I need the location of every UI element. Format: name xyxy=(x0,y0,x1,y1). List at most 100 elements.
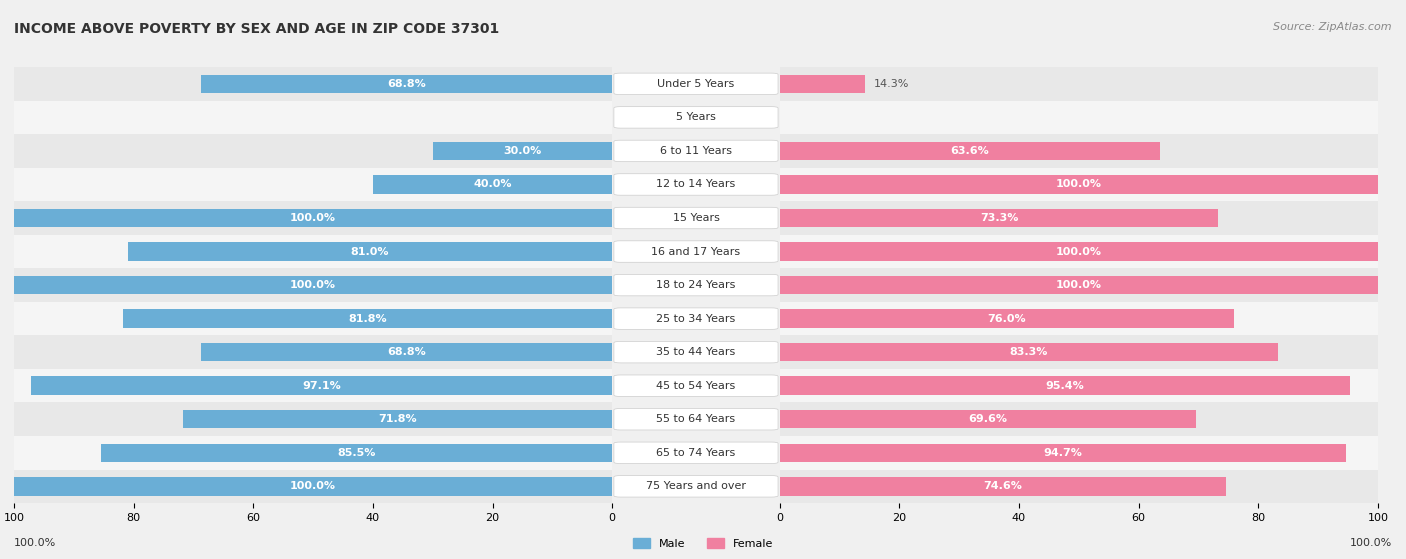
Bar xyxy=(780,142,1160,160)
Bar xyxy=(433,142,612,160)
Text: 35 to 44 Years: 35 to 44 Years xyxy=(657,347,735,357)
Text: 81.8%: 81.8% xyxy=(349,314,387,324)
Text: INCOME ABOVE POVERTY BY SEX AND AGE IN ZIP CODE 37301: INCOME ABOVE POVERTY BY SEX AND AGE IN Z… xyxy=(14,22,499,36)
FancyBboxPatch shape xyxy=(614,73,778,94)
Text: 68.8%: 68.8% xyxy=(387,347,426,357)
Bar xyxy=(780,302,1378,335)
Text: 68.8%: 68.8% xyxy=(387,79,426,89)
Bar xyxy=(780,343,1278,362)
Bar xyxy=(780,175,1378,193)
Bar xyxy=(101,444,612,462)
FancyBboxPatch shape xyxy=(614,140,778,162)
Bar xyxy=(14,402,612,436)
Bar xyxy=(31,377,612,395)
FancyBboxPatch shape xyxy=(614,442,778,463)
Text: 100.0%: 100.0% xyxy=(290,213,336,223)
Bar xyxy=(780,209,1218,227)
Bar xyxy=(780,310,1234,328)
Text: 14.3%: 14.3% xyxy=(875,79,910,89)
Text: 45 to 54 Years: 45 to 54 Years xyxy=(657,381,735,391)
Bar xyxy=(780,243,1378,260)
Bar xyxy=(14,436,612,470)
FancyBboxPatch shape xyxy=(614,342,778,363)
Text: Under 5 Years: Under 5 Years xyxy=(658,79,734,89)
Text: 71.8%: 71.8% xyxy=(378,414,416,424)
FancyBboxPatch shape xyxy=(614,107,778,128)
Bar xyxy=(122,310,612,328)
Text: 5 Years: 5 Years xyxy=(676,112,716,122)
Bar xyxy=(780,101,1378,134)
Text: 94.7%: 94.7% xyxy=(1043,448,1083,458)
Bar xyxy=(14,369,612,402)
Bar xyxy=(14,276,612,294)
FancyBboxPatch shape xyxy=(614,308,778,329)
Bar xyxy=(780,402,1378,436)
Bar xyxy=(201,343,612,362)
Bar xyxy=(780,470,1378,503)
Text: 95.4%: 95.4% xyxy=(1046,381,1084,391)
Text: 69.6%: 69.6% xyxy=(969,414,1007,424)
FancyBboxPatch shape xyxy=(614,241,778,262)
Bar xyxy=(780,436,1378,470)
Bar xyxy=(128,243,612,260)
Text: 75 Years and over: 75 Years and over xyxy=(645,481,747,491)
Bar xyxy=(373,175,612,193)
Bar xyxy=(14,268,612,302)
Bar xyxy=(183,410,612,429)
Bar xyxy=(14,168,612,201)
Text: Source: ZipAtlas.com: Source: ZipAtlas.com xyxy=(1274,22,1392,32)
Bar xyxy=(780,369,1378,402)
FancyBboxPatch shape xyxy=(614,409,778,430)
Bar xyxy=(780,377,1350,395)
Text: 63.6%: 63.6% xyxy=(950,146,990,156)
Text: 73.3%: 73.3% xyxy=(980,213,1018,223)
Text: 12 to 14 Years: 12 to 14 Years xyxy=(657,179,735,190)
Text: 100.0%: 100.0% xyxy=(1056,280,1102,290)
FancyBboxPatch shape xyxy=(614,174,778,195)
Bar xyxy=(14,302,612,335)
FancyBboxPatch shape xyxy=(614,207,778,229)
Text: 76.0%: 76.0% xyxy=(987,314,1026,324)
Text: 6 to 11 Years: 6 to 11 Years xyxy=(659,146,733,156)
Text: 15 Years: 15 Years xyxy=(672,213,720,223)
Bar xyxy=(780,201,1378,235)
Text: 74.6%: 74.6% xyxy=(983,481,1022,491)
Bar xyxy=(780,268,1378,302)
Bar xyxy=(780,67,1378,101)
Text: 81.0%: 81.0% xyxy=(350,247,389,257)
Bar xyxy=(14,235,612,268)
Bar xyxy=(780,410,1197,429)
Bar xyxy=(780,168,1378,201)
Text: 40.0%: 40.0% xyxy=(474,179,512,190)
Bar xyxy=(14,101,612,134)
Text: 100.0%: 100.0% xyxy=(290,481,336,491)
Bar xyxy=(14,335,612,369)
Text: 83.3%: 83.3% xyxy=(1010,347,1047,357)
Bar xyxy=(14,209,612,227)
Bar xyxy=(14,477,612,496)
Bar xyxy=(780,134,1378,168)
Text: 100.0%: 100.0% xyxy=(1056,179,1102,190)
Bar xyxy=(201,74,612,93)
Text: 65 to 74 Years: 65 to 74 Years xyxy=(657,448,735,458)
Text: 18 to 24 Years: 18 to 24 Years xyxy=(657,280,735,290)
Bar xyxy=(780,235,1378,268)
Bar xyxy=(14,201,612,235)
Bar xyxy=(780,477,1226,496)
Text: 100.0%: 100.0% xyxy=(290,280,336,290)
Bar xyxy=(780,335,1378,369)
Text: 55 to 64 Years: 55 to 64 Years xyxy=(657,414,735,424)
Text: 16 and 17 Years: 16 and 17 Years xyxy=(651,247,741,257)
Text: 100.0%: 100.0% xyxy=(1056,247,1102,257)
FancyBboxPatch shape xyxy=(614,375,778,396)
Bar xyxy=(14,470,612,503)
FancyBboxPatch shape xyxy=(614,476,778,497)
Bar xyxy=(780,74,865,93)
FancyBboxPatch shape xyxy=(614,274,778,296)
Text: 100.0%: 100.0% xyxy=(1350,538,1392,548)
Legend: Male, Female: Male, Female xyxy=(628,534,778,553)
Text: 25 to 34 Years: 25 to 34 Years xyxy=(657,314,735,324)
Bar xyxy=(780,444,1346,462)
Text: 100.0%: 100.0% xyxy=(14,538,56,548)
Text: 97.1%: 97.1% xyxy=(302,381,342,391)
